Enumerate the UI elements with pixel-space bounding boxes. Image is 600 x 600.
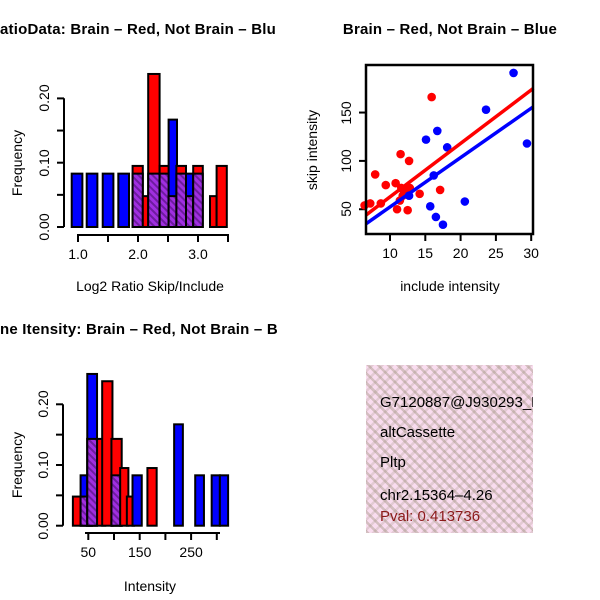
scatter-point-not-brain (421, 135, 431, 144)
histogram-bar-blue (131, 474, 143, 527)
info-line: Pltp (380, 454, 406, 471)
scatter-point-not-brain (522, 139, 532, 148)
fit-line-not-brain (364, 105, 535, 226)
histogram-bar-purple (86, 437, 99, 527)
x-tick-label: 3.0 (188, 246, 208, 262)
x-tick-label: 25 (488, 245, 504, 261)
histogram-bar-red (146, 467, 158, 527)
histogram-bar-purple (175, 172, 187, 228)
scatter-point-brain (391, 178, 400, 188)
scatter-plot-title: Brain – Red, Not Brain – Blue (342, 21, 558, 38)
y-tick-label: 50 (338, 201, 354, 218)
scatter-plot-canvas (359, 63, 535, 241)
histogram-bar-blue (101, 172, 115, 228)
histogram-bar-purple (192, 172, 204, 228)
y-tick-label: 0.20 (36, 84, 52, 113)
scatter-point-not-brain (431, 212, 441, 222)
x-tick-label: 2.0 (128, 246, 148, 262)
scatter-point-not-brain (425, 202, 435, 211)
histogram-bar-blue (85, 172, 99, 228)
panel-intensity-histogram: ne Itensity: Brain – Red, Not Brain – B … (0, 300, 300, 600)
histogram-bar-blue (194, 474, 205, 527)
scatter-point-brain (427, 92, 436, 102)
scatter-point-brain (396, 149, 405, 159)
ratio-histogram-canvas (57, 72, 229, 242)
scatter-point-brain (403, 205, 412, 215)
info-line: chr2.15364–4.26 (380, 487, 493, 504)
histogram-bar-purple (147, 172, 161, 228)
intensity-histogram-title: ne Itensity: Brain – Red, Not Brain – B (0, 321, 278, 338)
panel-gene-info: G7120887@J930293_RC altCassette Pltp chr2.1… (300, 300, 600, 600)
ratio-histogram-ylabel: Frequency (9, 129, 25, 197)
info-line: Pval: 0.413736 (380, 508, 481, 525)
ratio-histogram-title: atioData: Brain – Red, Not Brain – Blu (0, 21, 276, 38)
info-line: altCassette (380, 424, 456, 441)
scatter-plot-xlabel: include intensity (400, 278, 500, 294)
x-tick-label: 250 (179, 544, 203, 560)
x-tick-label: 10 (382, 245, 398, 261)
y-tick-label: 150 (338, 100, 354, 125)
fit-line-brain (364, 86, 535, 217)
x-tick-label: 15 (417, 245, 434, 261)
histogram-bar-blue (117, 172, 130, 228)
scatter-point-brain (381, 180, 391, 190)
x-tick-label: 50 (80, 544, 97, 560)
plot-box (364, 63, 535, 236)
x-tick-label: 20 (452, 245, 469, 261)
ratio-histogram-xlabel: Log2 Ratio Skip/Include (76, 278, 224, 294)
y-tick-label: 0.10 (36, 149, 52, 177)
scatter-point-brain (360, 201, 369, 210)
panel-scatter-plot: Brain – Red, Not Brain – Blue include in… (300, 0, 600, 300)
gene-info-box: G7120887@J930293_RC altCassette Pltp chr2.1… (366, 365, 533, 533)
histogram-bar-blue (173, 423, 184, 527)
scatter-point-brain (370, 170, 380, 179)
scatter-point-not-brain (442, 143, 452, 152)
scatter-point-brain (415, 189, 424, 199)
x-tick-label: 30 (523, 245, 539, 261)
intensity-histogram-ylabel: Frequency (9, 431, 25, 499)
x-tick-label: 150 (128, 544, 152, 560)
scatter-plot-ylabel: skip intensity (304, 109, 320, 191)
histogram-bar-blue (210, 474, 221, 527)
histogram-bar-red (215, 164, 228, 228)
y-tick-label: 0.20 (35, 390, 51, 418)
histogram-bar-purple (185, 195, 195, 229)
y-tick-label: 100 (338, 149, 354, 173)
y-tick-label: 0.00 (35, 512, 51, 540)
scatter-point-brain (404, 156, 414, 166)
intensity-histogram-canvas (56, 372, 230, 540)
scatter-point-not-brain (460, 197, 470, 206)
scatter-point-brain (392, 204, 402, 214)
histogram-bar-blue (218, 474, 230, 527)
info-line: G7120887@J930293_RC (380, 394, 533, 411)
histogram-bar-blue (70, 172, 84, 228)
intensity-histogram-xlabel: Intensity (123, 578, 177, 594)
y-tick-label: 0.00 (36, 213, 52, 241)
scatter-point-not-brain (509, 68, 518, 78)
scatter-point-not-brain (481, 105, 491, 114)
scatter-point-not-brain (438, 220, 448, 230)
y-tick-label: 0.10 (35, 451, 51, 479)
scatter-point-brain (435, 185, 445, 195)
x-tick-label: 1.0 (68, 246, 88, 262)
panel-ratio-histogram: atioData: Brain – Red, Not Brain – Blu L… (0, 0, 300, 300)
scatter-point-not-brain (433, 126, 442, 136)
histogram-bar-purple (131, 172, 144, 228)
